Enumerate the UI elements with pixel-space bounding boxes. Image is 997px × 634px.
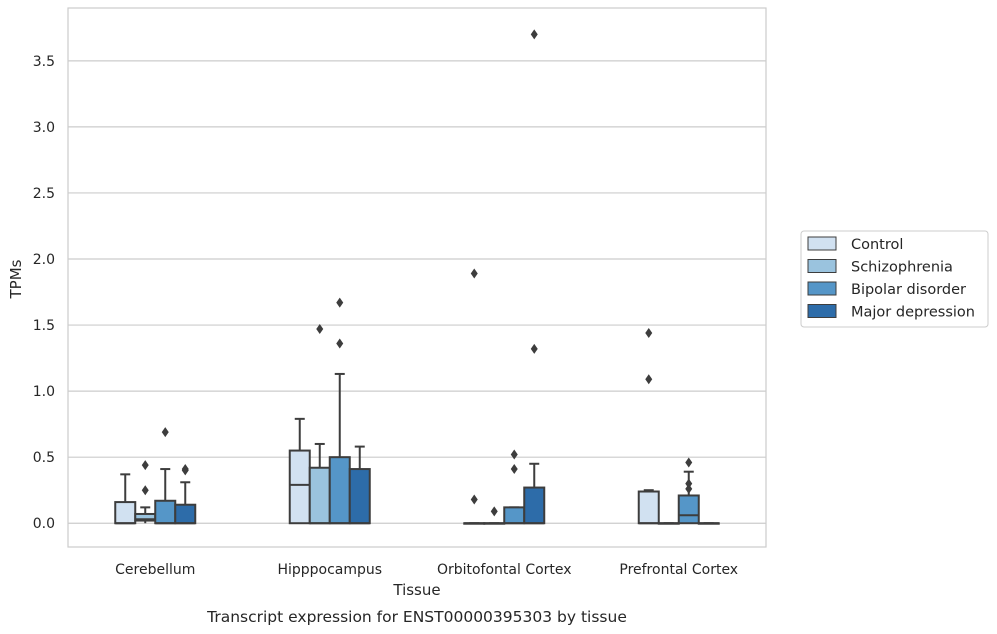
plot-frame [67,7,767,548]
outlier-point [336,338,344,349]
y-tick-label: 0.5 [33,450,55,466]
y-axis-ticks: 0.0 0.5 1.0 1.5 2.0 2.5 3.0 3.5 [33,54,55,532]
box-iqr [288,449,311,525]
y-tick-label: 0.0 [33,516,55,532]
legend-label: Major depression [851,305,975,321]
outlier-point [470,494,478,505]
gridlines [68,60,766,524]
plot-background [68,8,766,547]
box-major-depression [523,29,546,525]
legend-label: Control [851,237,903,253]
box-iqr [677,494,700,525]
outlier-point [510,464,518,475]
box-iqr [154,499,177,525]
y-tick-label: 3.5 [33,54,55,70]
box-iqr [328,456,351,525]
box-major-depression [697,522,720,525]
x-tick-label: Cerebellum [115,562,195,578]
x-axis-ticks: Cerebellum Hipppocampus Orbitofontal Corte… [115,562,738,578]
outlier-point [530,29,538,40]
box-iqr [308,466,331,525]
box-bipolar-disorder [503,449,526,525]
box-iqr [174,503,197,525]
outlier-point [510,449,518,460]
y-tick-label: 2.5 [33,186,55,202]
outlier-point [181,464,189,475]
legend-frame [800,230,989,328]
y-axis-label: TPMs [7,259,25,299]
legend-swatch [807,259,837,273]
y-tick-label: 2.0 [33,252,55,268]
outlier-point [645,374,653,385]
x-tick-label: Hipppocampus [277,562,382,578]
outlier-point [316,324,324,335]
legend-label: Schizophrenia [851,260,953,276]
outlier-point [645,327,653,338]
outlier-point [685,457,693,468]
outlier-point [685,478,693,489]
outlier-point [141,485,149,496]
legend-swatch [807,281,837,296]
chart-caption: Transcript expression for ENST0000039530… [206,608,627,626]
y-tick-label: 3.0 [33,120,55,136]
box-schizophrenia [657,522,680,525]
box-control [114,473,137,525]
legend-swatch [807,304,837,318]
box-control [637,327,660,525]
box-iqr [114,501,137,525]
x-tick-label: Prefrontal Cortex [619,562,738,578]
box-major-depression [174,464,197,525]
box-iqr [637,490,660,525]
box-schizophrenia [483,506,506,525]
box-major-depression [348,445,371,525]
legend: Control Schizophrenia Bipolar disorder Majo… [800,230,989,328]
outlier-point [336,297,344,308]
outlier-point [161,427,169,438]
outlier-point [530,343,538,354]
outlier-point [470,268,478,279]
x-tick-label: Orbitofontal Cortex [437,562,572,578]
box-bipolar-disorder [677,457,700,525]
box-series-group [114,29,720,525]
y-tick-label: 1.0 [33,384,55,400]
outlier-point [490,506,498,517]
legend-items: Control Schizophrenia Bipolar disorder Majo… [807,236,975,321]
box-iqr [503,506,526,525]
outlier-point [141,460,149,471]
x-axis-label: Tissue [392,581,440,599]
outlier-point [685,483,693,494]
box-iqr [348,468,371,525]
legend-swatch [807,236,837,251]
legend-label: Bipolar disorder [851,282,966,298]
box-iqr [523,486,546,525]
y-tick-label: 1.5 [33,318,55,334]
